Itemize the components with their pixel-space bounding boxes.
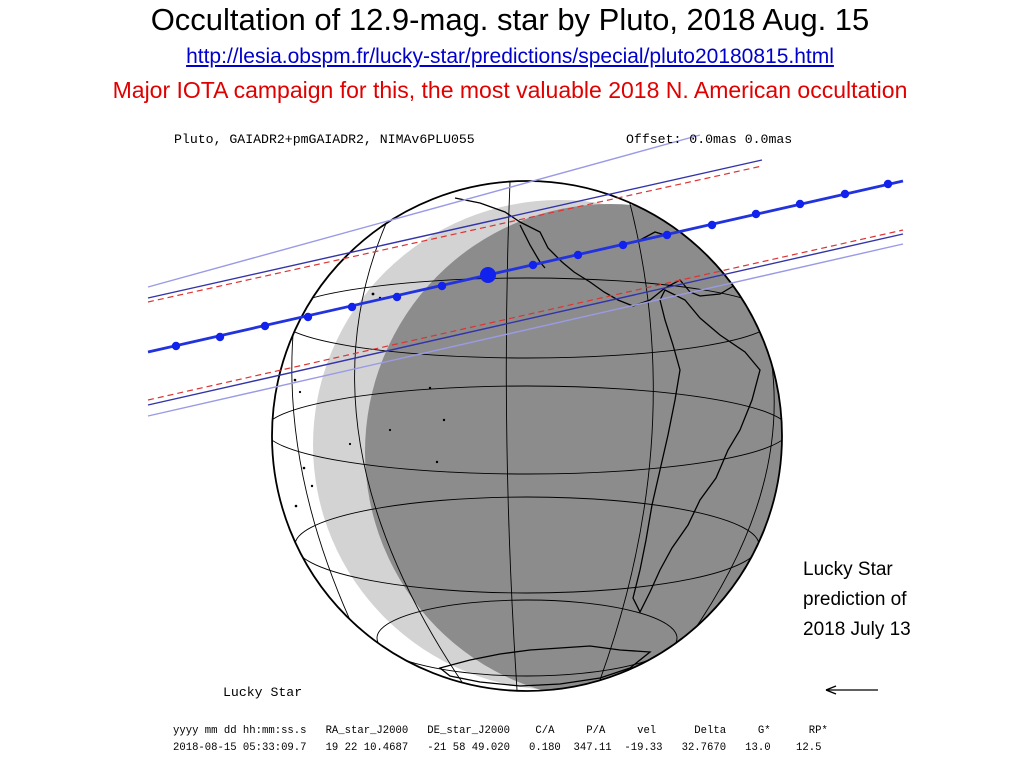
note-line-2: prediction of — [803, 589, 907, 610]
timing-point — [392, 292, 402, 302]
note-line-1: Lucky Star — [803, 559, 893, 580]
timing-point — [528, 260, 538, 270]
north-dashed-line — [147, 165, 763, 303]
south-uncertainty-line — [147, 243, 904, 417]
map-footer-label: Lucky Star — [223, 685, 303, 700]
timing-point — [303, 312, 313, 322]
slide-title: Occultation of 12.9-mag. star by Pluto, … — [150, 2, 870, 37]
south-limit-line — [147, 233, 904, 406]
prediction-note: Lucky Star prediction of 2018 July 13 — [803, 555, 911, 645]
timing-point — [215, 332, 225, 342]
north-limit-line — [147, 159, 763, 299]
map-header-left: Pluto, GAIADR2+pmGAIADR2, NIMAv6PLU055 — [174, 132, 475, 147]
timing-point — [573, 250, 583, 260]
timing-point — [347, 302, 357, 312]
arrow-left-icon — [825, 685, 878, 695]
timing-point — [840, 189, 850, 199]
central-instant-point — [480, 267, 496, 283]
table-headers: yyyy mm dd hh:mm:ss.s RA_star_J2000 DE_s… — [173, 725, 828, 737]
timing-point — [883, 179, 893, 189]
north-uncertainty-line — [147, 134, 701, 288]
note-line-3: 2018 July 13 — [803, 619, 911, 640]
timing-points — [171, 179, 893, 351]
table-values: 2018-08-15 05:33:09.7 19 22 10.4687 -21 … — [173, 742, 822, 754]
prediction-link[interactable]: http://lesia.obspm.fr/lucky-star/predict… — [186, 45, 834, 68]
timing-point — [171, 341, 181, 351]
coastlines — [438, 197, 761, 687]
timing-point — [260, 321, 270, 331]
campaign-text: Major IOTA campaign for this, the most v… — [112, 77, 908, 103]
timing-point — [795, 199, 805, 209]
timing-point — [618, 240, 628, 250]
globe-outline — [271, 180, 783, 692]
timing-point — [437, 281, 447, 291]
timing-point — [662, 230, 672, 240]
timing-point — [707, 220, 717, 230]
south-dashed-line — [147, 229, 904, 401]
timing-point — [751, 209, 761, 219]
map-header-right: Offset: 0.0mas 0.0mas — [626, 132, 793, 147]
shadow-path — [147, 134, 904, 417]
central-line — [147, 179, 904, 354]
